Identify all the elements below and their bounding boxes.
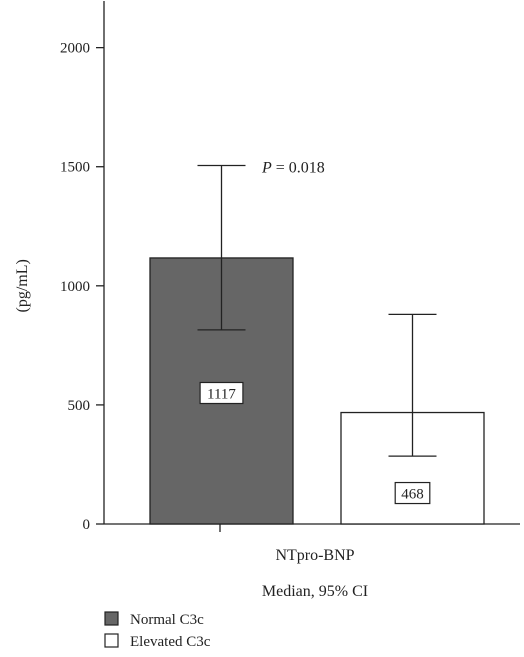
x-axis-title: NTpro-BNP [275,547,354,564]
y-tick-label: 1500 [60,160,90,176]
y-tick-label: 500 [68,398,91,414]
y-ticks: 0 500 1000 1500 2000 [60,41,104,533]
error-bars [197,164,437,457]
data-label-box [394,481,431,505]
p-value-symbol: P [261,160,272,177]
legend-label: Elevated C3c [130,634,211,650]
legend: Normal C3c Elevated C3c [104,611,211,650]
data-label: 468 [401,487,424,503]
legend-label: Normal C3c [130,612,204,628]
x-axis-subtitle: Median, 95% CI [262,583,368,600]
data-labels: 1117 468 [199,381,431,505]
y-tick-label: 2000 [60,41,90,57]
p-value-annotation: P = 0.018 [261,160,325,177]
legend-swatch [104,611,119,626]
data-label: 1117 [207,387,236,403]
data-label-box [199,381,244,405]
p-value-text: = 0.018 [272,160,325,177]
y-tick-label: 1000 [60,279,90,295]
y-axis-title: (pg/mL) [14,259,31,312]
legend-swatch [104,633,119,648]
y-tick-label: 0 [83,517,91,533]
